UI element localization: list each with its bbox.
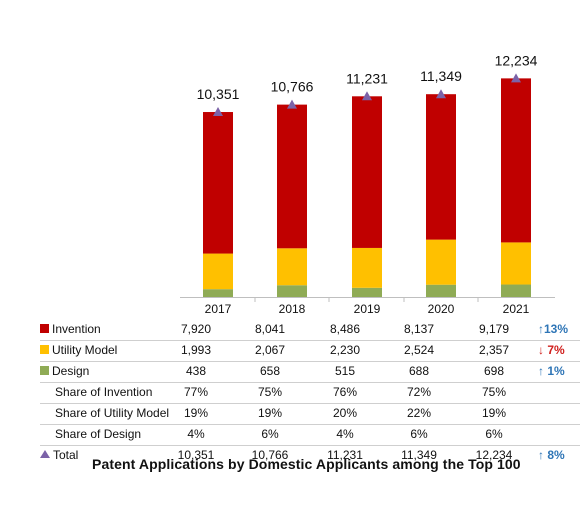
change-indicator: ↓ 7% [538, 343, 565, 357]
row-label: Design [40, 364, 89, 378]
bar-utility-model-2019 [352, 248, 382, 288]
change-indicator: ↑13% [538, 322, 568, 336]
total-label-2017: 10,351 [197, 86, 240, 102]
table-cell: 9,179 [464, 322, 524, 336]
total-marker-2019 [362, 91, 372, 100]
table-row: Invention 7,920 8,041 8,486 8,137 9,179 ↑13% [40, 319, 580, 341]
stacked-bar-chart: 10,351 2017 10,766 2018 11,231 2019 11,349 2020… [0, 0, 580, 320]
table-cell: 75% [240, 385, 300, 399]
row-label-text: Share of Invention [55, 385, 152, 399]
bar-invention-2017 [203, 112, 233, 254]
row-label: Utility Model [40, 343, 117, 357]
bar-invention-2018 [277, 105, 307, 249]
row-label-text: Invention [52, 322, 101, 336]
bar-utility-model-2021 [501, 242, 531, 284]
table-row: Share of Design 4% 6% 4% 6% 6% [40, 424, 580, 446]
table-cell: 6% [389, 427, 449, 441]
bar-design-2019 [352, 288, 382, 297]
table-cell: 515 [315, 364, 375, 378]
change-indicator: ↑ 1% [538, 364, 565, 378]
row-label-text: Total [53, 448, 78, 462]
total-marker-2021 [511, 73, 521, 82]
table-row: Design 438 658 515 688 698 ↑ 1% [40, 361, 580, 383]
row-label: Share of Utility Model [55, 406, 169, 420]
table-cell: 77% [166, 385, 226, 399]
table-row: Utility Model 1,993 2,067 2,230 2,524 2,357 ↓ … [40, 340, 580, 362]
legend-triangle-icon [40, 450, 50, 458]
total-label-2020: 11,349 [420, 68, 462, 84]
row-label-text: Share of Design [55, 427, 141, 441]
x-tick-label-2017: 2017 [205, 302, 232, 316]
legend-swatch [40, 366, 49, 375]
row-label-text: Design [52, 364, 89, 378]
table-cell: 658 [240, 364, 300, 378]
table-cell: 2,067 [240, 343, 300, 357]
total-marker-2018 [287, 100, 297, 109]
legend-swatch [40, 345, 49, 354]
table-cell: 2,230 [315, 343, 375, 357]
table-cell: 4% [315, 427, 375, 441]
total-label-2021: 12,234 [495, 52, 538, 68]
x-tick-label-2018: 2018 [279, 302, 306, 316]
bar-design-2021 [501, 285, 531, 297]
bar-invention-2019 [352, 96, 382, 248]
x-tick-label-2020: 2020 [428, 302, 455, 316]
change-indicator: ↑ 8% [538, 448, 565, 462]
table-cell: 688 [389, 364, 449, 378]
table-cell: 19% [240, 406, 300, 420]
total-marker-2017 [213, 107, 223, 116]
table-cell: 2,357 [464, 343, 524, 357]
table-cell: 8,137 [389, 322, 449, 336]
bar-utility-model-2018 [277, 248, 307, 285]
bar-invention-2021 [501, 78, 531, 242]
row-label: Share of Invention [55, 385, 152, 399]
x-tick-label-2021: 2021 [503, 302, 530, 316]
bar-utility-model-2020 [426, 240, 456, 285]
row-label: Share of Design [55, 427, 141, 441]
bar-design-2020 [426, 285, 456, 297]
table-cell: 6% [464, 427, 524, 441]
table-cell: 8,486 [315, 322, 375, 336]
table-cell: 7,920 [166, 322, 226, 336]
chart-title: Patent Applications by Domestic Applican… [92, 456, 521, 472]
table-cell: 20% [315, 406, 375, 420]
legend-swatch [40, 324, 49, 333]
total-label-2019: 11,231 [346, 70, 388, 86]
row-label-text: Utility Model [52, 343, 117, 357]
table-cell: 1,993 [166, 343, 226, 357]
table-cell: 76% [315, 385, 375, 399]
total-marker-2020 [436, 89, 446, 98]
bar-design-2017 [203, 289, 233, 297]
table-cell: 2,524 [389, 343, 449, 357]
table-cell: 438 [166, 364, 226, 378]
table-cell: 6% [240, 427, 300, 441]
table-cell: 19% [464, 406, 524, 420]
row-label-text: Share of Utility Model [55, 406, 169, 420]
table-cell: 75% [464, 385, 524, 399]
table-cell: 4% [166, 427, 226, 441]
total-label-2018: 10,766 [271, 79, 314, 95]
table-row: Share of Invention 77% 75% 76% 72% 75% [40, 382, 580, 404]
table-cell: 19% [166, 406, 226, 420]
table-cell: 8,041 [240, 322, 300, 336]
x-tick-label-2019: 2019 [354, 302, 381, 316]
bar-utility-model-2017 [203, 254, 233, 290]
table-row: Share of Utility Model19%19%20%22%19% [40, 403, 580, 425]
table-cell: 72% [389, 385, 449, 399]
bar-invention-2020 [426, 94, 456, 239]
row-label: Invention [40, 322, 101, 336]
table-cell: 22% [389, 406, 449, 420]
row-label: Total [40, 448, 78, 462]
table-cell: 698 [464, 364, 524, 378]
bar-design-2018 [277, 285, 307, 297]
